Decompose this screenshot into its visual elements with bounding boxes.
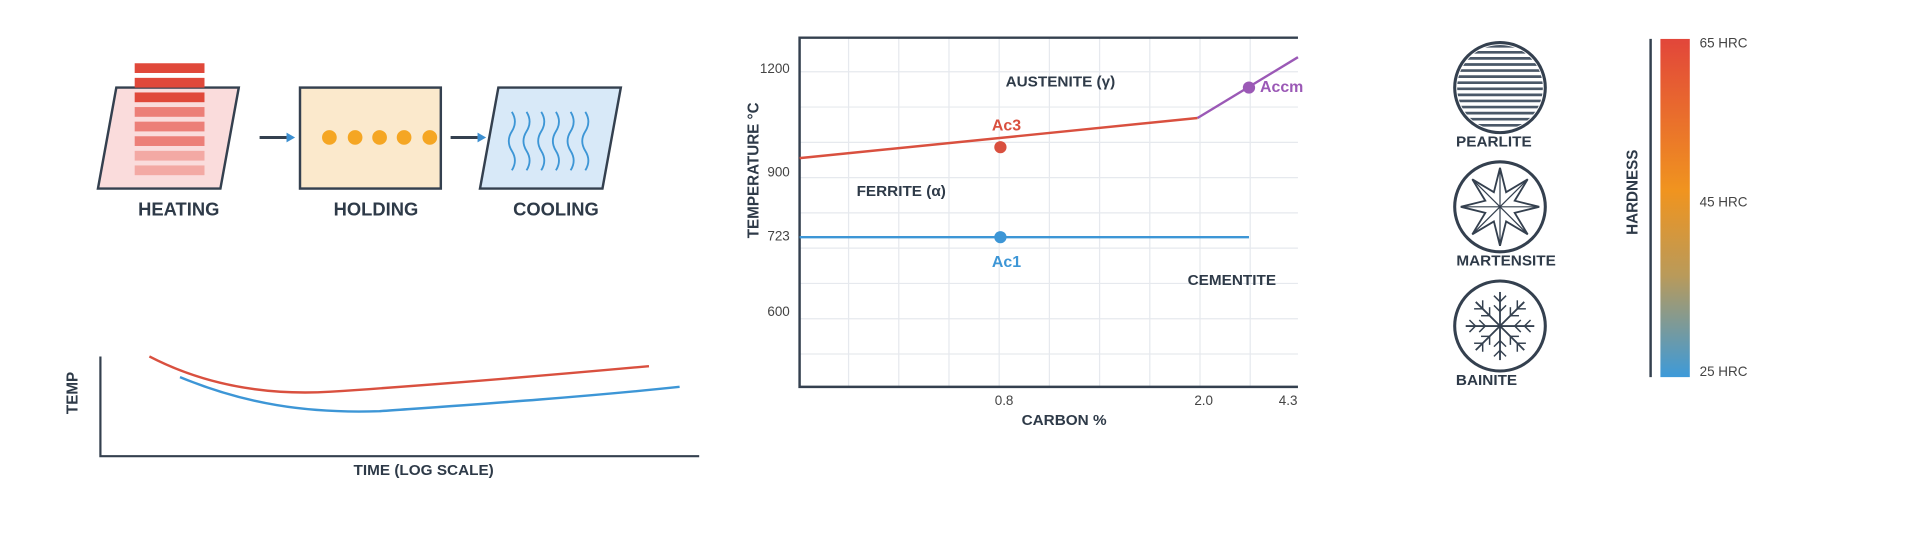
region-label: AUSTENITE (γ) [1006,74,1116,91]
y-tick-label: 723 [767,229,789,244]
ac1-point [994,231,1007,244]
heat-stripe [134,63,205,73]
region-label: FERRITE (α) [857,183,946,200]
wave [551,111,560,171]
flake-branch [1493,340,1501,348]
holding-dots [322,130,438,145]
flake-branch [1499,349,1507,357]
heat-stripe [134,107,205,117]
curve-blue [179,375,680,413]
ac3-point [994,141,1007,154]
flake-arm [1499,301,1525,327]
flake-arm [1475,301,1501,327]
flake-arm [1499,325,1525,351]
x-tick-label: 0.8 [995,393,1014,408]
line-label: Ac1 [992,254,1021,271]
curve-axes [99,356,700,458]
accm-point [1242,81,1256,94]
dot [372,130,387,145]
flake-branch [1523,319,1532,327]
hardness-tick: 25 HRC [1700,364,1748,379]
cooling-box [478,86,623,190]
star-ray [1499,178,1529,208]
flake-branch [1499,295,1507,303]
holding-box [298,86,443,190]
step-label: HEATING [138,198,219,219]
arrow-head [477,132,487,143]
heat-stripe [134,92,205,103]
flake-branch [1493,295,1501,303]
ac3-line [799,116,1198,160]
dot [396,130,412,145]
heat-stripe [134,121,205,132]
hardness-bar [1660,38,1690,378]
arrow [259,132,296,143]
martensite-star [1460,167,1540,246]
heat-stripe [134,165,205,176]
hardness-tick: 45 HRC [1700,195,1748,210]
flake-branch [1499,304,1507,312]
axis-label: CARBON % [1022,412,1107,429]
flake-branch [1478,319,1486,327]
wave [537,111,546,171]
wave [522,111,531,171]
heat-stripe [134,136,205,146]
arrow [450,132,487,143]
dot [322,130,337,145]
flake-branch [1468,325,1477,333]
micro-label: BAINITE [1456,372,1517,389]
axis-label: HARDNESS [1624,150,1641,235]
axis-label: TEMP [64,372,81,414]
flake-branch [1468,319,1477,327]
axis-label: TIME (LOG SCALE) [354,462,494,479]
micro-label: MARTENSITE [1456,253,1555,270]
wave [507,111,516,171]
dot [422,130,438,145]
x-tick-label: 4.3 [1279,393,1298,408]
y-tick-label: 1200 [760,61,790,76]
dot [347,130,363,145]
star-ray [1471,206,1501,235]
heat-stripe [134,77,205,88]
step-label: HOLDING [334,198,419,219]
line-label: Ac3 [992,118,1021,135]
heating-icon [96,63,241,190]
star-ray [1471,178,1501,208]
flake-branch [1514,319,1522,327]
x-tick-label: 2.0 [1194,393,1213,408]
step-label: COOLING [513,198,599,219]
flake-branch [1499,340,1507,348]
flake-arm [1475,325,1501,351]
line-label: Accm [1260,79,1303,96]
flake-branch [1523,325,1532,333]
y-tick-label: 600 [767,304,789,319]
cooling-waves [507,111,590,171]
grid [799,37,1298,387]
wave [581,111,590,171]
curve-red [148,355,650,394]
axis-label: TEMPERATURE °C [745,102,762,238]
flake-branch [1478,325,1486,333]
bainite-flake [1465,291,1535,361]
heat-stripe [134,150,205,161]
pearlite-icon [1453,41,1547,135]
flake-branch [1493,349,1501,357]
star-ray [1499,206,1529,235]
hardness-tick: 65 HRC [1700,35,1748,50]
phase-axes [798,36,1298,389]
region-label: CEMENTITE [1188,272,1276,289]
flake-branch [1493,304,1501,312]
micro-label: PEARLITE [1456,133,1532,150]
y-tick-label: 900 [767,164,789,179]
arrow-head [286,132,296,143]
wave [566,111,575,171]
flake-branch [1514,325,1522,333]
